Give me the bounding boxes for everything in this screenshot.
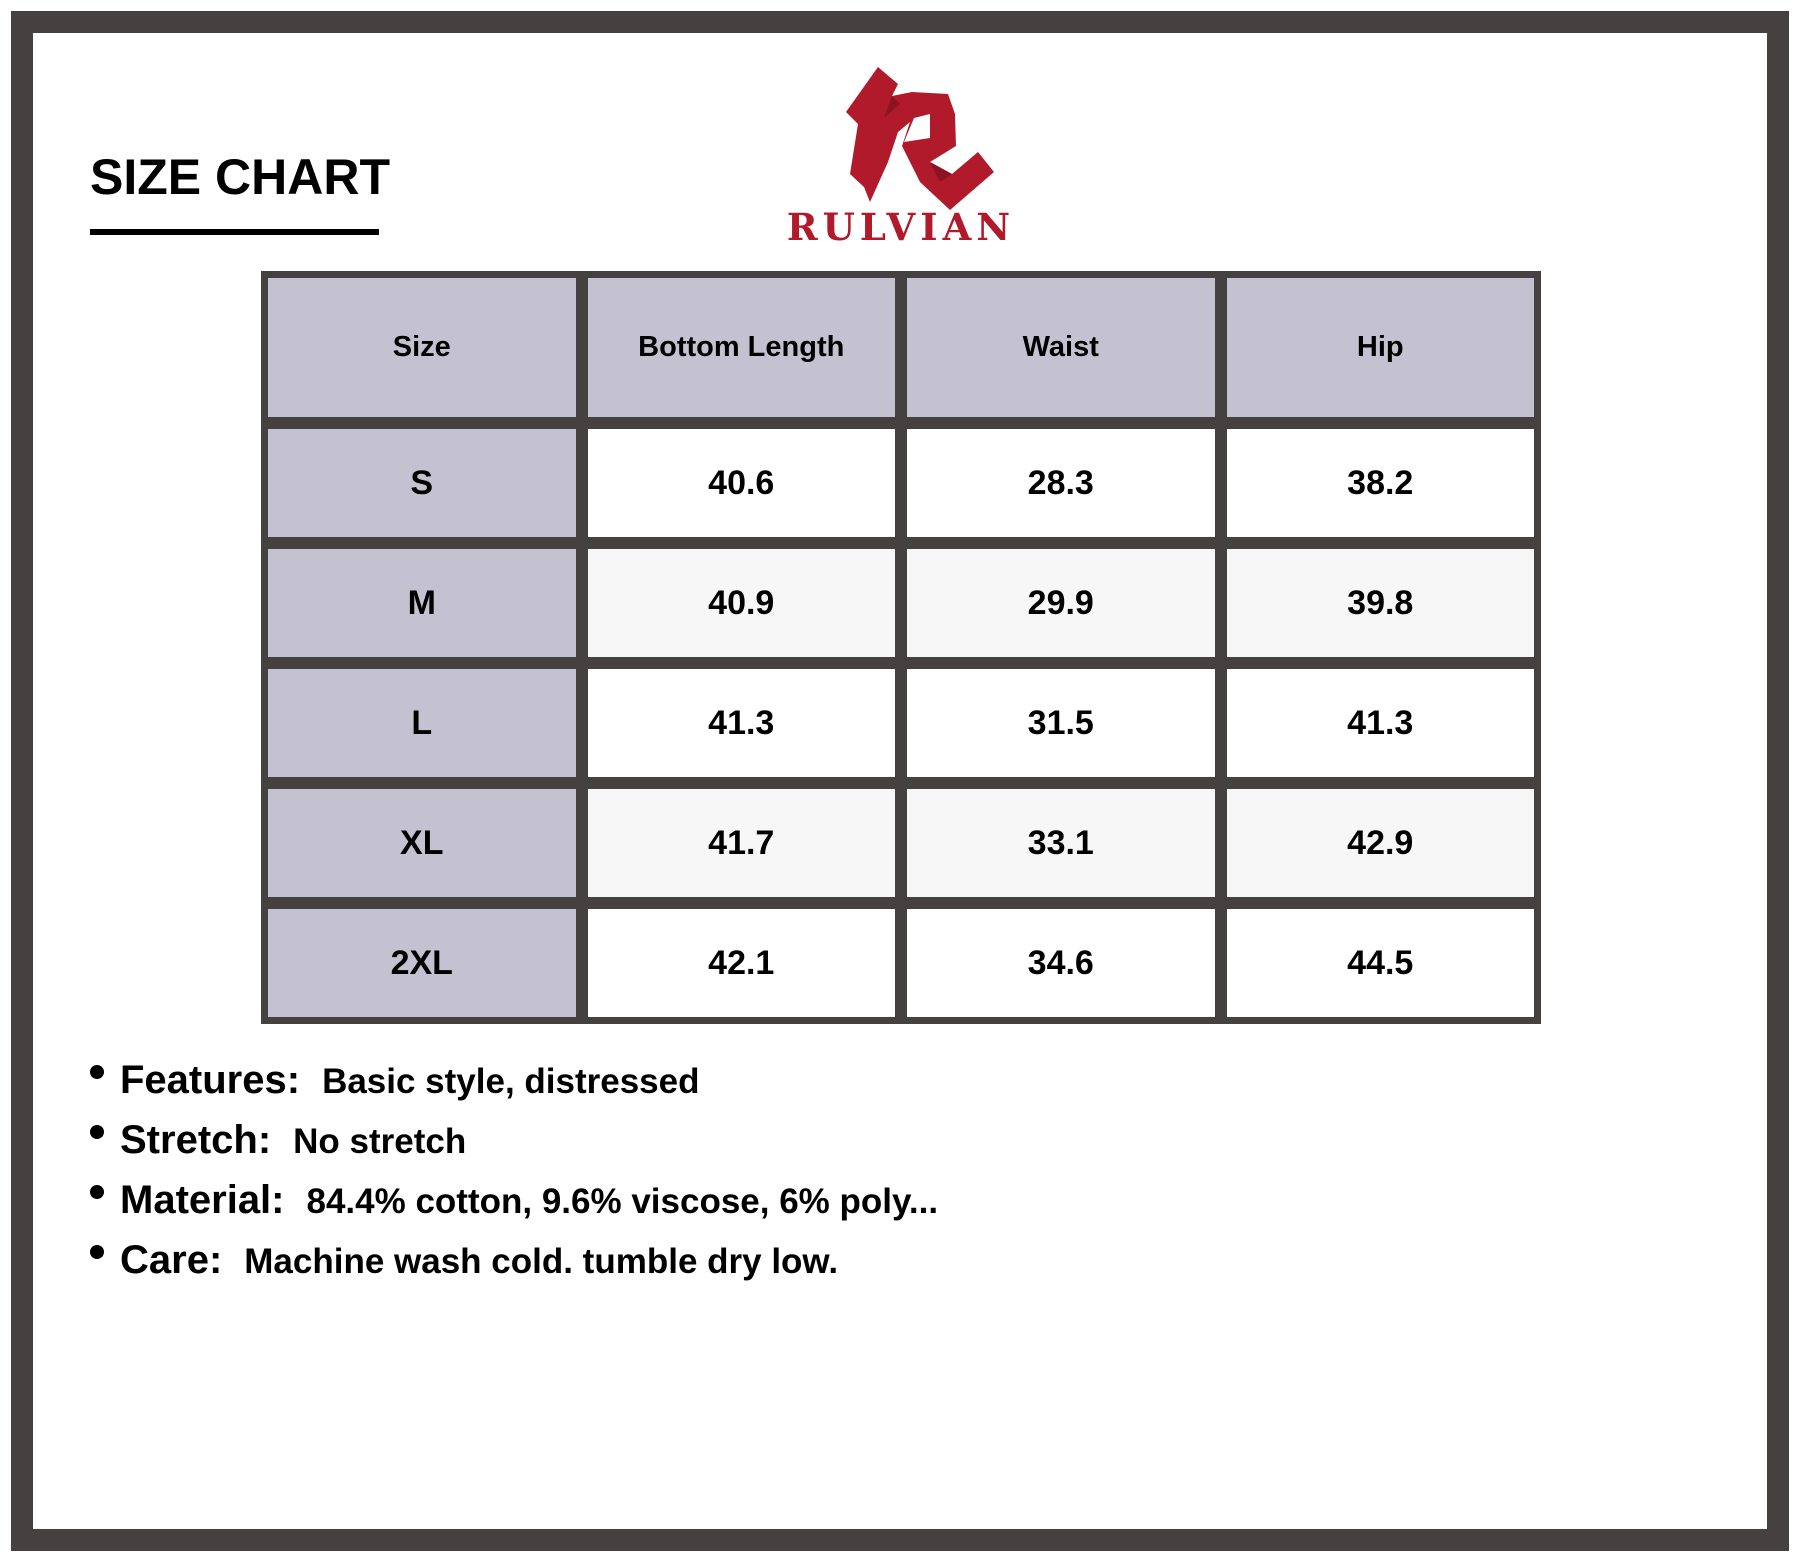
- table-cell: 39.8: [1226, 549, 1534, 657]
- detail-label: Material:: [120, 1178, 285, 1222]
- bullet-icon: [90, 1185, 104, 1199]
- detail-value: No stretch: [293, 1122, 467, 1161]
- table-cell: 38.2: [1226, 429, 1534, 537]
- table-cell: 40.9: [587, 549, 895, 657]
- table-cell: 34.6: [907, 909, 1215, 1017]
- table-cell: 40.6: [587, 429, 895, 537]
- detail-label: Features:: [120, 1058, 301, 1102]
- detail-label: Stretch:: [120, 1118, 272, 1162]
- bullet-icon: [90, 1245, 104, 1259]
- detail-stretch: Stretch: No stretch: [90, 1118, 938, 1178]
- detail-features: Features: Basic style, distressed: [90, 1058, 938, 1118]
- table-cell: 29.9: [907, 549, 1215, 657]
- detail-value: Basic style, distressed: [322, 1062, 700, 1101]
- size-cell: M: [268, 549, 576, 657]
- table-cell: 28.3: [907, 429, 1215, 537]
- table-cell: 31.5: [907, 669, 1215, 777]
- table-cell: 42.1: [587, 909, 895, 1017]
- bullet-icon: [90, 1065, 104, 1079]
- size-cell: S: [268, 429, 576, 537]
- detail-label: Care:: [120, 1238, 223, 1282]
- table-cell: 41.3: [1226, 669, 1534, 777]
- product-details: Features: Basic style, distressed Stretc…: [90, 1058, 938, 1298]
- size-cell: L: [268, 669, 576, 777]
- table-cell: 33.1: [907, 789, 1215, 897]
- size-table: Size Bottom Length Waist Hip S 40.6 28.3…: [261, 271, 1541, 1024]
- size-cell: XL: [268, 789, 576, 897]
- bullet-icon: [90, 1125, 104, 1139]
- table-cell: 41.3: [587, 669, 895, 777]
- brand-name: RULVIAN: [786, 205, 1016, 249]
- detail-care: Care: Machine wash cold. tumble dry low.: [90, 1238, 938, 1298]
- table-cell: 41.7: [587, 789, 895, 897]
- header-waist: Waist: [907, 278, 1215, 417]
- detail-value: Machine wash cold. tumble dry low.: [244, 1242, 839, 1281]
- header-size: Size: [268, 278, 576, 417]
- page-title: SIZE CHART: [90, 149, 390, 205]
- brand-logo-icon: [846, 67, 994, 210]
- detail-value: 84.4% cotton, 9.6% viscose, 6% poly...: [306, 1182, 939, 1221]
- detail-material: Material: 84.4% cotton, 9.6% viscose, 6%…: [90, 1178, 938, 1238]
- header-bottom-length: Bottom Length: [587, 278, 895, 417]
- table-cell: 42.9: [1226, 789, 1534, 897]
- title-underline: [90, 229, 379, 235]
- table-cell: 44.5: [1226, 909, 1534, 1017]
- size-cell: 2XL: [268, 909, 576, 1017]
- header-hip: Hip: [1226, 278, 1534, 417]
